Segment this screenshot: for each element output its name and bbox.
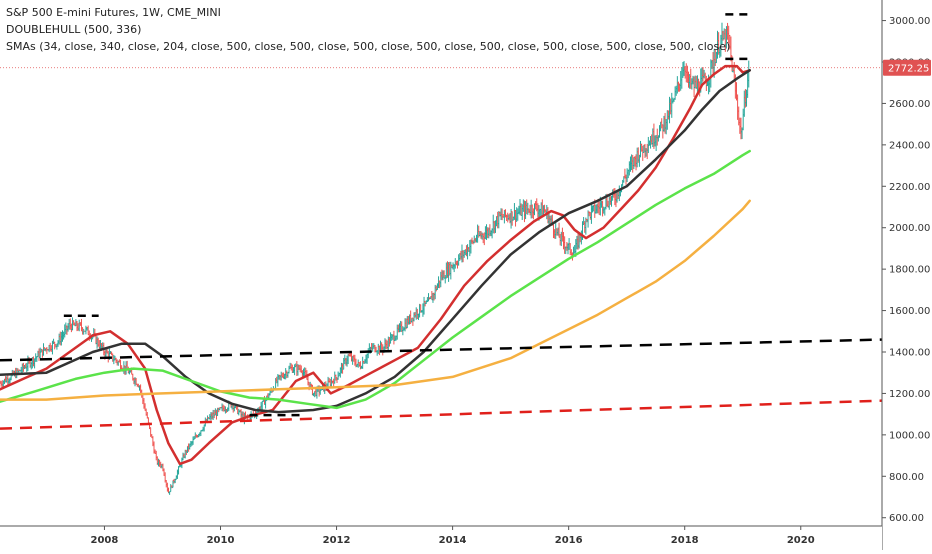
- x-tick-label: 2018: [671, 535, 699, 546]
- x-tick-label: 2010: [207, 535, 235, 546]
- series-line-sma_red: [0, 64, 751, 466]
- x-tick-label: 2014: [439, 535, 467, 546]
- last-price-badge: [883, 59, 931, 76]
- candle-bars: [0, 22, 750, 495]
- y-tick-label: 1800.00: [889, 265, 930, 276]
- x-tick-label: 2012: [323, 535, 351, 546]
- series-line-sma_green: [0, 149, 751, 410]
- y-tick-label: 1200.00: [889, 389, 930, 400]
- trend-line-trend_red: [0, 399, 883, 430]
- y-tick-label: 2000.00: [889, 223, 930, 234]
- y-tick-label: 2400.00: [889, 140, 930, 151]
- y-tick-label: 2600.00: [889, 99, 930, 110]
- y-tick-label: 800.00: [889, 472, 924, 483]
- y-tick-label: 1400.00: [889, 348, 930, 359]
- y-tick-label: 2200.00: [889, 182, 930, 193]
- y-tick-label: 1000.00: [889, 430, 930, 441]
- x-tick-label: 2008: [91, 535, 119, 546]
- y-tick-label: 600.00: [889, 513, 924, 524]
- legend-doublehull: DOUBLEHULL (500, 336): [6, 23, 142, 36]
- series-line-sma_orange: [0, 199, 751, 401]
- indicator-lines: [0, 64, 751, 466]
- last-price-label: 2772.25: [888, 64, 929, 75]
- price-scale: [882, 0, 932, 550]
- y-tick-label: 1600.00: [889, 306, 930, 317]
- series-line-hull_black: [0, 69, 751, 414]
- legend-symbol: S&P 500 E-mini Futures, 1W, CME_MINI: [6, 6, 221, 19]
- trend-line-trend_black: [0, 338, 883, 362]
- legend-smas: SMAs (34, close, 340, close, 204, close,…: [6, 40, 731, 53]
- trend-lines: [0, 13, 883, 430]
- x-tick-label: 2020: [787, 535, 815, 546]
- chart-legend: S&P 500 E-mini Futures, 1W, CME_MINI DOU…: [6, 4, 730, 55]
- x-tick-label: 2016: [555, 535, 583, 546]
- time-scale: [0, 526, 882, 550]
- y-tick-label: 3000.00: [889, 16, 930, 27]
